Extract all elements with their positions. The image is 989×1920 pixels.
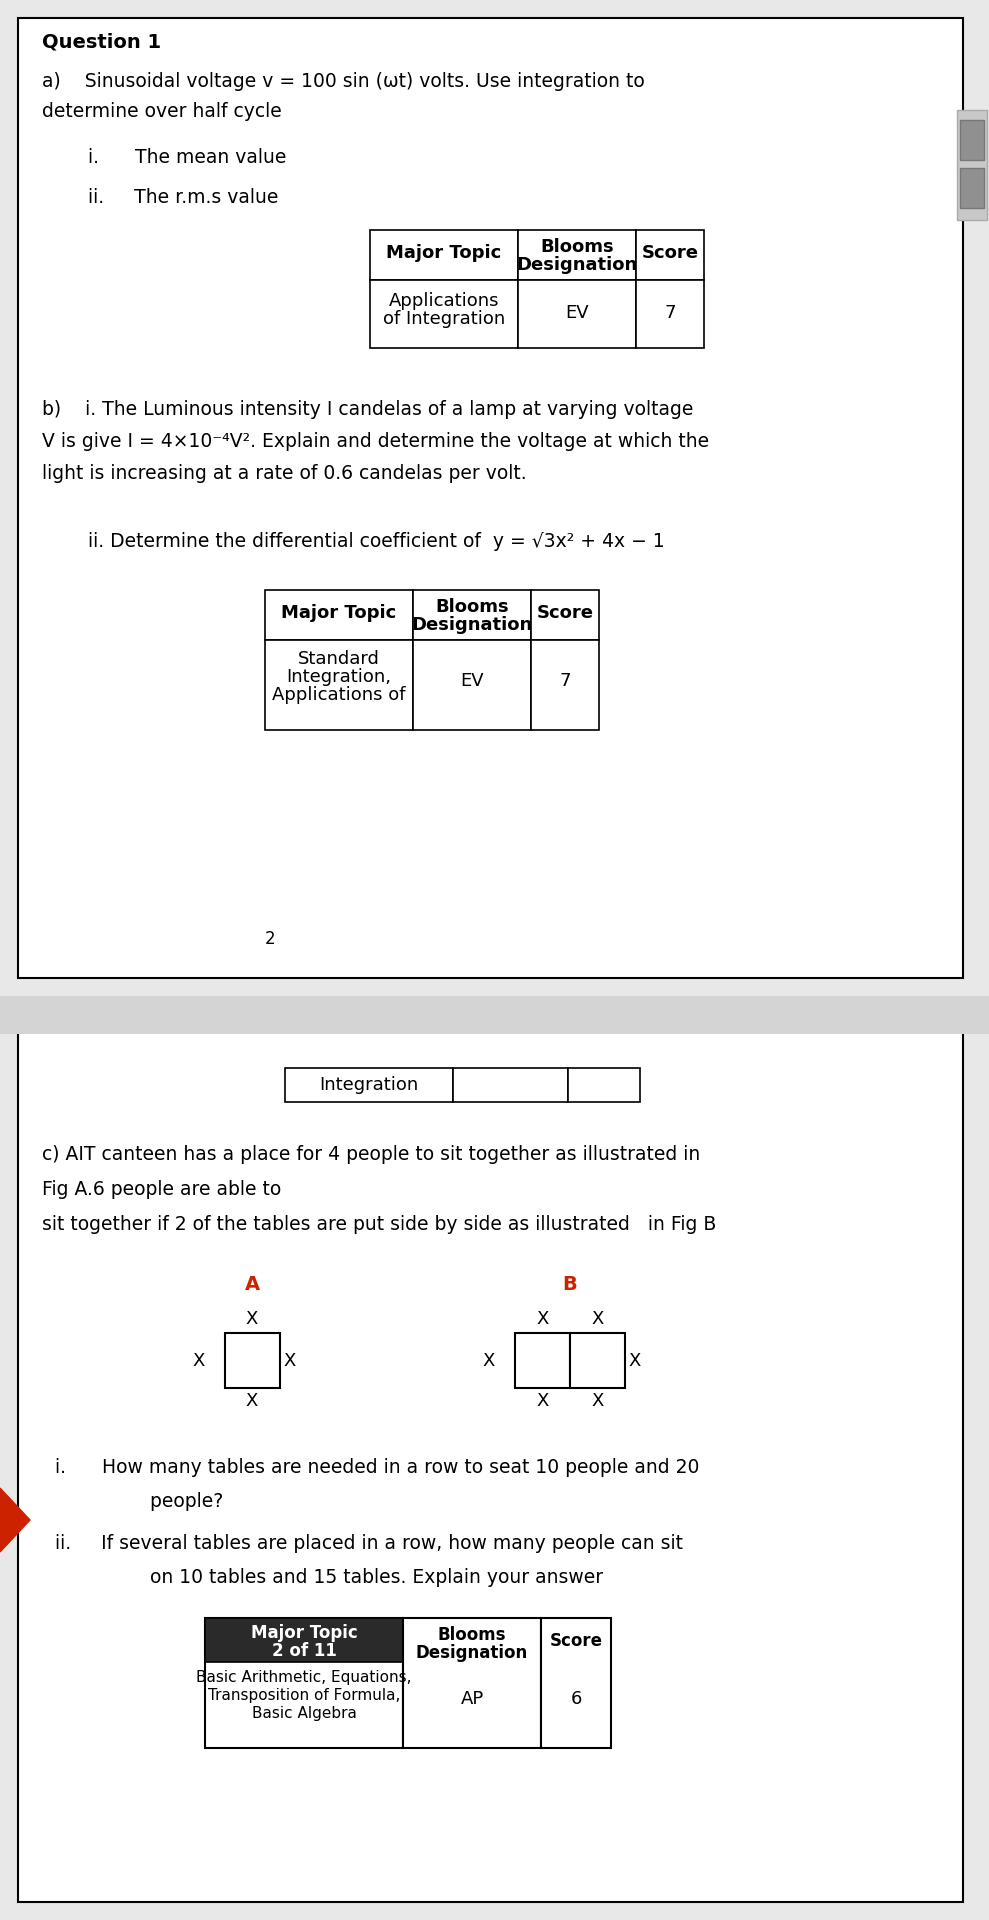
Text: 6: 6 [571,1690,582,1709]
Text: X: X [591,1392,603,1411]
Bar [960,169,984,207]
Text: Basic Arithmetic, Equations,: Basic Arithmetic, Equations, [196,1670,411,1686]
Text: X: X [246,1392,258,1411]
Polygon shape [0,1488,30,1551]
Bar [205,1619,403,1747]
Text: Blooms: Blooms [540,238,614,255]
Text: Score: Score [642,244,698,261]
Text: determine over half cycle: determine over half cycle [42,102,282,121]
Bar [225,1332,280,1388]
Bar [518,280,636,348]
Text: X: X [629,1352,641,1371]
Bar [957,109,987,221]
Text: Major Topic: Major Topic [250,1624,357,1642]
Text: 7: 7 [559,672,571,689]
Text: Integration,: Integration, [287,668,392,685]
Text: EV: EV [460,672,484,689]
Bar [570,1332,625,1388]
Text: Fig A.6 people are able to: Fig A.6 people are able to [42,1181,281,1198]
Text: AP: AP [460,1690,484,1709]
Text: V is give I = 4×10⁻⁴V². Explain and determine the voltage at which the: V is give I = 4×10⁻⁴V². Explain and dete… [42,432,709,451]
Text: on 10 tables and 15 tables. Explain your answer: on 10 tables and 15 tables. Explain your… [90,1569,603,1588]
Text: X: X [536,1311,549,1329]
Text: X: X [591,1311,603,1329]
Text: 7: 7 [665,303,675,323]
Text: a)    Sinusoidal voltage v = 100 sin (ωt) volts. Use integration to: a) Sinusoidal voltage v = 100 sin (ωt) v… [42,71,645,90]
Text: Basic Algebra: Basic Algebra [251,1707,356,1720]
Text: 2 of 11: 2 of 11 [272,1642,336,1661]
Text: ii.     The r.m.s value: ii. The r.m.s value [88,188,278,207]
Text: ii.     If several tables are placed in a row, how many people can sit: ii. If several tables are placed in a ro… [55,1534,683,1553]
Bar [18,1033,963,1903]
Text: 2: 2 [265,929,275,948]
Text: Standard: Standard [298,651,380,668]
Text: Blooms: Blooms [438,1626,506,1644]
Bar [531,589,599,639]
Text: Score: Score [550,1632,602,1649]
Bar [413,639,531,730]
Text: ii. Determine the differential coefficient of  y = √3x² + 4x − 1: ii. Determine the differential coefficie… [88,532,665,551]
Bar [541,1619,611,1747]
Bar [265,589,413,639]
Bar [18,17,963,977]
Text: sit together if 2 of the tables are put side by side as illustrated   in Fig B: sit together if 2 of the tables are put … [42,1215,716,1235]
Text: Applications of: Applications of [272,685,405,705]
Text: Score: Score [536,605,593,622]
Bar [370,230,518,280]
Text: X: X [283,1352,296,1371]
Text: X: X [483,1352,495,1371]
Text: X: X [536,1392,549,1411]
Bar [568,1068,640,1102]
Bar [370,280,518,348]
Text: Blooms: Blooms [435,597,508,616]
Text: Designation: Designation [416,1644,528,1663]
Bar [413,589,531,639]
Text: A: A [244,1275,259,1294]
Text: people?: people? [90,1492,224,1511]
Text: EV: EV [565,303,588,323]
Bar [285,1068,453,1102]
Bar [531,639,599,730]
Text: Transposition of Formula,: Transposition of Formula, [208,1688,401,1703]
Bar [453,1068,568,1102]
Text: Major Topic: Major Topic [387,244,501,261]
Text: light is increasing at a rate of 0.6 candelas per volt.: light is increasing at a rate of 0.6 can… [42,465,526,484]
Text: Integration: Integration [319,1075,418,1094]
Bar [518,230,636,280]
Bar [265,639,413,730]
Text: Designation: Designation [411,616,533,634]
Text: of Integration: of Integration [383,309,505,328]
Text: Applications: Applications [389,292,499,309]
Bar [636,280,704,348]
Text: i.      The mean value: i. The mean value [88,148,287,167]
Bar [515,1332,570,1388]
Text: c) AIT canteen has a place for 4 people to sit together as illustrated in: c) AIT canteen has a place for 4 people … [42,1144,700,1164]
Text: X: X [246,1311,258,1329]
Bar [403,1619,541,1747]
Text: b)    i. The Luminous intensity I candelas of a lamp at varying voltage: b) i. The Luminous intensity I candelas … [42,399,693,419]
Text: i.      How many tables are needed in a row to seat 10 people and 20: i. How many tables are needed in a row t… [55,1457,699,1476]
Text: B: B [563,1275,578,1294]
Bar [960,119,984,159]
Text: Major Topic: Major Topic [282,605,397,622]
Bar [636,230,704,280]
Bar [0,996,989,1035]
Text: X: X [192,1352,205,1371]
Bar [205,1619,403,1663]
Text: Question 1: Question 1 [42,33,161,52]
Text: Designation: Designation [516,255,638,275]
